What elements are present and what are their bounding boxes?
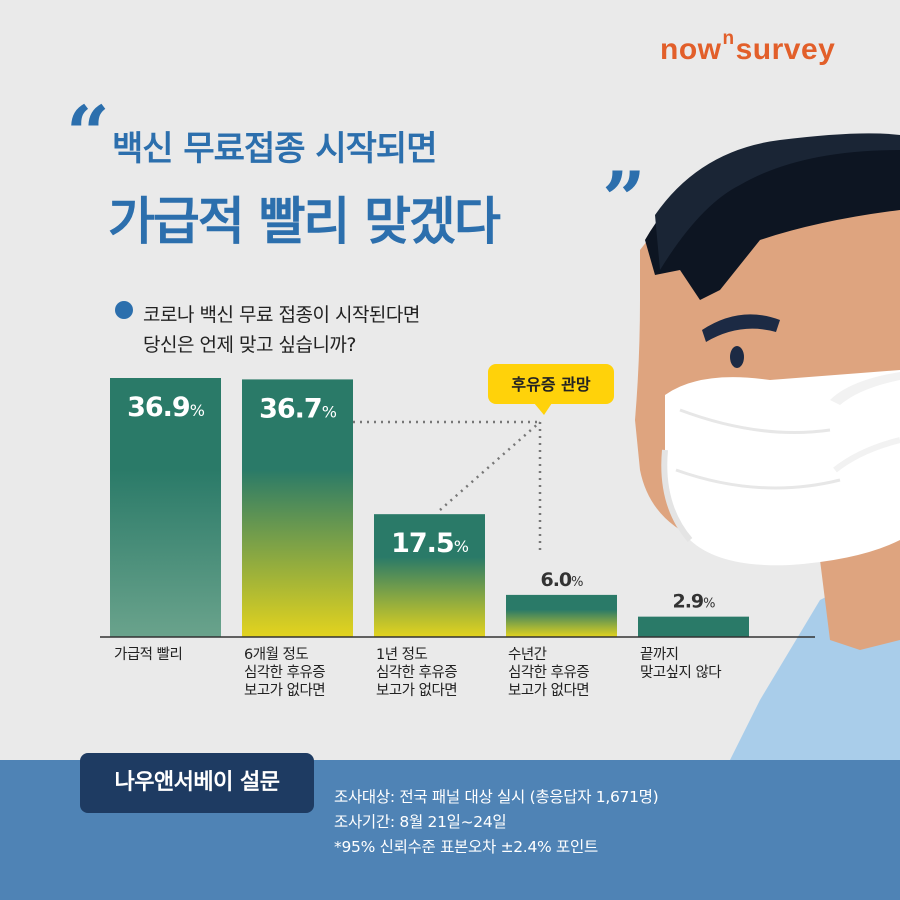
question-line1: 코로나 백신 무료 접종이 시작된다면 — [143, 304, 420, 326]
data-label-3: 17.5% — [391, 528, 469, 559]
open-quote-mark: “ — [66, 89, 110, 178]
bullet-dot-icon — [115, 301, 133, 319]
footer-note-period: 조사기간: 8월 21일~24일 — [334, 813, 507, 831]
callout-connector — [353, 420, 542, 550]
category-label-1: 가급적 빨리 — [114, 647, 183, 663]
category-label-3: 1년 정도 심각한 후유증 보고가 없다면 — [376, 647, 458, 699]
brand-logo: nownsurvey — [660, 28, 836, 66]
callout-label: 후유증 관망 — [511, 375, 590, 394]
data-label-1: 36.9% — [127, 392, 205, 423]
category-label-5: 끝까지 맞고싶지 않다 — [640, 647, 722, 681]
survey-badge: 나우앤서베이 설문 — [80, 753, 314, 813]
footer-note-margin: *95% 신뢰수준 표본오차 ±2.4% 포인트 — [334, 838, 598, 856]
survey-question: 코로나 백신 무료 접종이 시작된다면 당신은 언제 맞고 싶습니까? — [143, 300, 420, 360]
bar-3 — [374, 514, 485, 637]
data-label-4: 6.0% — [540, 569, 583, 591]
bar-2 — [242, 379, 353, 637]
footer-note-target: 조사대상: 전국 패널 대상 실시 (총응답자 1,671명) — [334, 788, 659, 806]
data-label-2: 36.7% — [259, 393, 337, 424]
bar-1 — [110, 378, 221, 637]
callout-bubble: 후유증 관망 — [488, 364, 614, 415]
category-label-2: 6개월 정도 심각한 후유증 보고가 없다면 — [244, 647, 326, 699]
category-label-4: 수년간 심각한 후유증 보고가 없다면 — [508, 647, 590, 699]
close-quote-mark: ” — [602, 155, 646, 244]
bar-4 — [506, 594, 617, 637]
data-label-5: 2.9% — [672, 591, 715, 613]
bar-5 — [638, 616, 749, 637]
question-line2: 당신은 언제 맞고 싶습니까? — [143, 334, 356, 356]
headline-line1: 백신 무료접종 시작되면 — [112, 129, 437, 169]
headline-line2: 가급적 빨리 맞겠다 — [108, 193, 501, 252]
